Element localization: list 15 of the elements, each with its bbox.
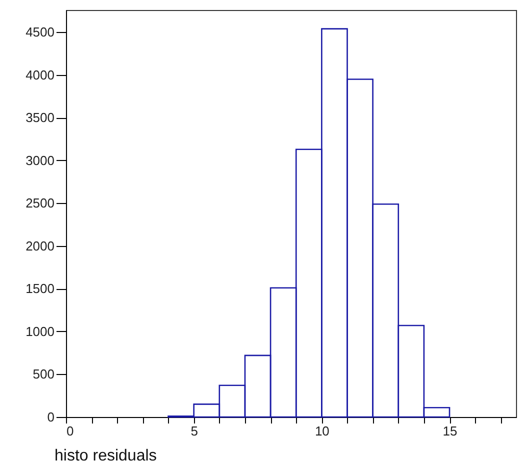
x-tick-label: 0	[66, 424, 74, 438]
y-tick-label: 2000	[26, 238, 54, 254]
y-tick-label: 1500	[26, 281, 54, 296]
x-tick-label: 10	[314, 424, 330, 438]
y-tick-label: 1000	[26, 324, 54, 339]
x-tick-label: 15	[442, 424, 458, 438]
x-axis-title: histo residuals	[54, 448, 157, 464]
x-tick-label: 5	[190, 424, 198, 438]
y-tick-label: 4000	[26, 67, 54, 82]
y-tick-label: 0	[47, 410, 54, 424]
y-tick-label: 3500	[26, 110, 54, 126]
y-tick-label: 3000	[26, 152, 54, 168]
y-tick-label: 500	[32, 366, 54, 382]
y-tick-label: 2500	[26, 196, 54, 211]
y-tick-label: 4500	[26, 24, 54, 40]
